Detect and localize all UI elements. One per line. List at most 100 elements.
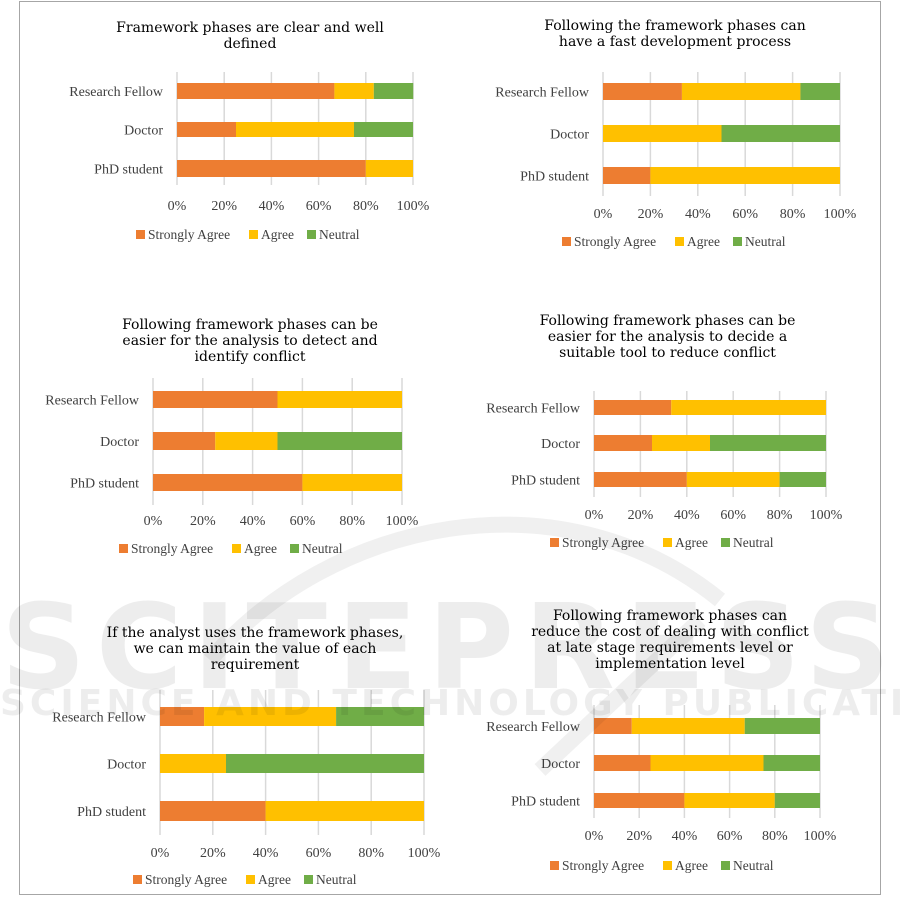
- y-category-label: PhD student: [511, 474, 580, 489]
- x-tick-label: 20%: [211, 199, 237, 214]
- x-tick-label: 80%: [339, 514, 365, 529]
- chart-title-line: suitable tool to reduce conflict: [559, 345, 776, 361]
- bar-segment-neutral-research-fellow: [336, 707, 424, 726]
- bar-segment-strongly-agree-phd-student: [153, 474, 303, 491]
- x-tick-label: 80%: [353, 199, 379, 214]
- x-tick-label: 60%: [306, 846, 332, 861]
- legend-swatch-neutral: [733, 237, 742, 246]
- y-category-label: Doctor: [541, 757, 580, 772]
- bar-segment-strongly-agree-phd-student: [160, 801, 266, 821]
- chart-title-line: easier for the analysis to decide a: [547, 329, 788, 345]
- bar-segment-agree-doctor: [160, 754, 226, 773]
- x-tick-label: 60%: [717, 829, 743, 844]
- x-tick-label: 0%: [585, 829, 604, 844]
- y-category-label: Research Fellow: [486, 402, 581, 417]
- legend-swatch-strongly-agree: [119, 544, 128, 553]
- y-category-label: PhD student: [520, 170, 589, 185]
- legend-swatch-agree: [675, 237, 684, 246]
- chart-title-line: Following framework phases can be: [539, 313, 796, 329]
- bar-segment-agree-phd-student: [684, 793, 775, 808]
- chart-title: Framework phases are clear and well defin…: [90, 20, 410, 52]
- bar-segment-strongly-agree-doctor: [594, 435, 652, 451]
- legend-label-neutral: Neutral: [745, 234, 786, 249]
- legend-label-agree: Agree: [675, 535, 708, 550]
- chart-title-line: Following framework phases can be: [122, 317, 378, 333]
- x-tick-label: 80%: [762, 829, 788, 844]
- y-category-label: Research Fellow: [52, 711, 147, 726]
- bar-segment-strongly-agree-phd-student: [177, 160, 366, 177]
- y-category-label: PhD student: [511, 795, 580, 810]
- bar-segment-strongly-agree-research-fellow: [594, 400, 672, 415]
- legend-swatch-strongly-agree: [550, 538, 559, 547]
- x-tick-label: 40%: [674, 508, 700, 523]
- chart-title: Following framework phases can reduce the…: [500, 608, 840, 672]
- bar-segment-agree-research-fellow: [631, 718, 745, 734]
- x-tick-label: 20%: [626, 829, 652, 844]
- chart-title-line: Following the framework phases can: [544, 18, 806, 34]
- bar-segment-neutral-research-fellow: [373, 83, 414, 99]
- chart-title-line: we can maintain the value of each: [133, 641, 377, 657]
- bar-segment-neutral-doctor: [277, 432, 402, 450]
- y-category-label: Doctor: [541, 437, 580, 452]
- bar-segment-strongly-agree-phd-student: [594, 472, 687, 487]
- chart-3: 0% 20% 40% 60% 80% 100% Research Fellow Doctor P…: [45, 378, 419, 556]
- legend-swatch-strongly-agree: [550, 861, 559, 870]
- x-tick-label: 60%: [732, 207, 758, 222]
- chart-title-line: easier for the analysis to detect and: [122, 333, 378, 349]
- x-tick-label: 100%: [397, 199, 430, 214]
- legend-label-neutral: Neutral: [319, 227, 360, 242]
- bar-segment-strongly-agree-research-fellow: [594, 718, 632, 734]
- bar-segment-agree-research-fellow: [277, 391, 402, 408]
- legend-swatch-neutral: [721, 861, 730, 870]
- legend-swatch-agree: [246, 875, 255, 884]
- chart-title: If the analyst uses the framework phases…: [80, 625, 430, 673]
- legend-label-neutral: Neutral: [733, 858, 774, 873]
- legend-label-agree: Agree: [261, 227, 294, 242]
- bar-segment-strongly-agree-doctor: [153, 432, 216, 450]
- bar-segment-neutral-phd-student: [779, 472, 826, 487]
- legend-swatch-neutral: [304, 875, 313, 884]
- x-tick-label: 80%: [780, 207, 806, 222]
- y-category-label: Doctor: [100, 435, 139, 450]
- legend-label-neutral: Neutral: [733, 535, 774, 550]
- legend-swatch-agree: [249, 230, 258, 239]
- chart-title: Following framework phases can be easier …: [505, 313, 830, 361]
- y-category-label: Doctor: [107, 758, 146, 773]
- x-tick-label: 20%: [190, 514, 216, 529]
- y-category-label: Research Fellow: [45, 394, 140, 409]
- bar-segment-agree-doctor: [603, 125, 722, 142]
- x-tick-label: 20%: [200, 846, 226, 861]
- x-tick-label: 40%: [259, 199, 285, 214]
- legend-label-strongly-agree: Strongly Agree: [131, 541, 213, 556]
- legend-label-agree: Agree: [258, 872, 291, 887]
- x-tick-label: 100%: [804, 829, 837, 844]
- legend-label-agree: Agree: [687, 234, 720, 249]
- legend-swatch-neutral: [307, 230, 316, 239]
- x-tick-label: 60%: [290, 514, 316, 529]
- legend-label-strongly-agree: Strongly Agree: [148, 227, 230, 242]
- x-tick-label: 0%: [585, 508, 604, 523]
- legend-swatch-agree: [663, 861, 672, 870]
- y-category-label: PhD student: [70, 477, 139, 492]
- x-tick-label: 100%: [408, 846, 441, 861]
- x-tick-label: 100%: [824, 207, 857, 222]
- bar-segment-neutral-doctor: [721, 125, 840, 142]
- bar-segment-agree-research-fellow: [334, 83, 374, 99]
- x-tick-label: 60%: [306, 199, 332, 214]
- bar-segment-agree-phd-student: [302, 474, 402, 491]
- chart-title-line: Following framework phases can: [552, 608, 788, 624]
- bar-segment-strongly-agree-phd-student: [594, 793, 685, 808]
- legend-label-strongly-agree: Strongly Agree: [562, 535, 644, 550]
- y-category-label: PhD student: [94, 163, 163, 178]
- y-category-label: Research Fellow: [495, 86, 590, 101]
- bar-segment-neutral-doctor: [710, 435, 826, 451]
- chart-title-line: defined: [223, 36, 277, 52]
- y-category-label: Research Fellow: [69, 85, 164, 100]
- x-tick-label: 40%: [253, 846, 279, 861]
- legend-swatch-strongly-agree: [133, 875, 142, 884]
- y-category-label: Doctor: [124, 124, 163, 139]
- legend-swatch-agree: [663, 538, 672, 547]
- bar-segment-strongly-agree-research-fellow: [177, 83, 335, 99]
- chart-title-line: have a fast development process: [558, 34, 792, 50]
